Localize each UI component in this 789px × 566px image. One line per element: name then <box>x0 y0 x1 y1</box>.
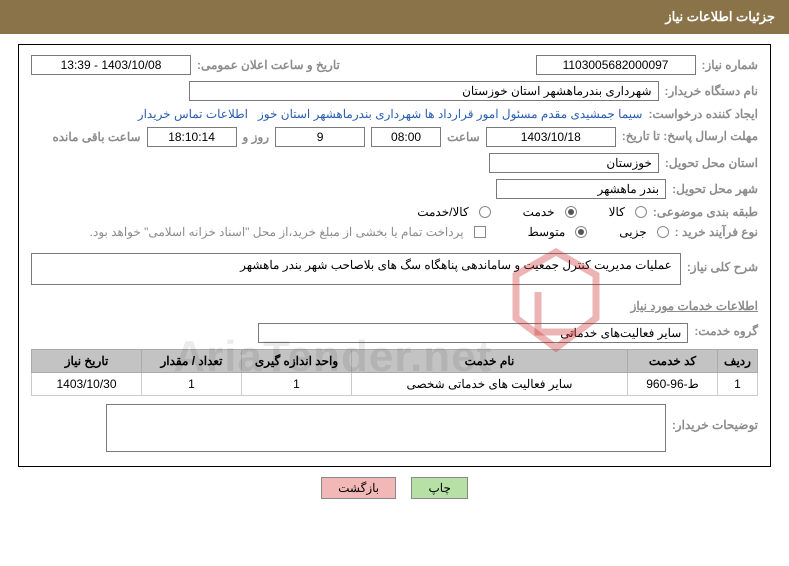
cell-n: 1 <box>718 373 758 396</box>
days-label: روز و <box>243 130 270 144</box>
section-services: اطلاعات خدمات مورد نیاز <box>31 299 758 317</box>
buyer-contact-link[interactable]: اطلاعات تماس خریدار <box>138 107 248 121</box>
radio-minor-label: جزیی <box>619 225 646 239</box>
desc-label: شرح کلی نیاز: <box>687 260 758 274</box>
group-value: سایر فعالیت‌های خدماتی <box>258 323 688 343</box>
radio-medium[interactable] <box>575 226 587 238</box>
radio-service[interactable] <box>565 206 577 218</box>
row-deadline: مهلت ارسال پاسخ: تا تاریخ: 1403/10/18 سا… <box>31 127 758 147</box>
button-bar: چاپ بازگشت <box>0 477 789 499</box>
radio-goods[interactable] <box>635 206 647 218</box>
need-no-value: 1103005682000097 <box>536 55 696 75</box>
buyer-org-label: نام دستگاه خریدار: <box>665 84 759 98</box>
deadline-time: 08:00 <box>371 127 441 147</box>
cell-name: سایر فعالیت های خدماتی شخصی <box>352 373 628 396</box>
back-button[interactable]: بازگشت <box>321 477 396 499</box>
row-requester: ایجاد کننده درخواست: سیما جمشیدی مقدم مس… <box>31 107 758 121</box>
table-header-row: ردیف کد خدمت نام خدمت واحد اندازه گیری ت… <box>32 350 758 373</box>
th-date: تاریخ نیاز <box>32 350 142 373</box>
buyer-org-value: شهرداری بندرماهشهر استان خوزستان <box>189 81 659 101</box>
announce-value: 1403/10/08 - 13:39 <box>31 55 191 75</box>
print-button[interactable]: چاپ <box>411 477 467 499</box>
radio-service-label: خدمت <box>523 205 555 219</box>
requester-value: سیما جمشیدی مقدم مسئول امور قرارداد ها ش… <box>258 107 642 121</box>
services-table: ردیف کد خدمت نام خدمت واحد اندازه گیری ت… <box>31 349 758 396</box>
hms-remaining: 18:10:14 <box>147 127 237 147</box>
cell-unit: 1 <box>242 373 352 396</box>
city-value: بندر ماهشهر <box>496 179 666 199</box>
city-label: شهر محل تحویل: <box>672 182 758 196</box>
deadline-label: مهلت ارسال پاسخ: تا تاریخ: <box>622 129 758 145</box>
days-remaining: 9 <box>275 127 365 147</box>
page-header: جزئیات اطلاعات نیاز <box>0 0 789 34</box>
radio-both-label: کالا/خدمت <box>417 205 468 219</box>
group-label: گروه خدمت: <box>694 324 758 338</box>
time-label: ساعت <box>447 130 480 144</box>
th-name: نام خدمت <box>352 350 628 373</box>
need-no-label: شماره نیاز: <box>702 58 758 72</box>
services-title: اطلاعات خدمات مورد نیاز <box>631 299 758 313</box>
table-row: 1 ط-96-960 سایر فعالیت های خدماتی شخصی 1… <box>32 373 758 396</box>
remain-label: ساعت باقی مانده <box>52 130 140 144</box>
radio-both[interactable] <box>479 206 491 218</box>
process-label: نوع فرآیند خرید : <box>675 225 758 239</box>
checkbox-islamic[interactable] <box>474 226 486 238</box>
page-title: جزئیات اطلاعات نیاز <box>665 9 775 24</box>
row-process: نوع فرآیند خرید : جزیی متوسط پرداخت تمام… <box>31 225 758 239</box>
th-qty: تعداد / مقدار <box>142 350 242 373</box>
radio-goods-label: کالا <box>609 205 625 219</box>
requester-label: ایجاد کننده درخواست: <box>648 107 758 121</box>
category-label: طبقه بندی موضوعی: <box>653 205 758 219</box>
announce-label: تاریخ و ساعت اعلان عمومی: <box>197 58 340 72</box>
province-label: استان محل تحویل: <box>665 156 758 170</box>
th-row: ردیف <box>718 350 758 373</box>
deadline-date: 1403/10/18 <box>486 127 616 147</box>
notes-label: توضیحات خریدار: <box>672 418 758 432</box>
cell-code: ط-96-960 <box>628 373 718 396</box>
radio-minor[interactable] <box>657 226 669 238</box>
desc-value: عملیات مدیریت کنترل جمعیت و ساماندهی پنا… <box>31 253 681 285</box>
islamic-note: پرداخت تمام یا بخشی از مبلغ خرید،از محل … <box>90 225 464 239</box>
notes-box <box>106 404 666 452</box>
section-description: شرح کلی نیاز: عملیات مدیریت کنترل جمعیت … <box>31 253 758 285</box>
cell-qty: 1 <box>142 373 242 396</box>
row-buyer-org: نام دستگاه خریدار: شهرداری بندرماهشهر اس… <box>31 81 758 101</box>
radio-medium-label: متوسط <box>528 225 566 239</box>
th-unit: واحد اندازه گیری <box>242 350 352 373</box>
row-group: گروه خدمت: سایر فعالیت‌های خدماتی <box>31 323 758 343</box>
province-value: خوزستان <box>489 153 659 173</box>
row-need-number: شماره نیاز: 1103005682000097 تاریخ و ساع… <box>31 55 758 75</box>
th-code: کد خدمت <box>628 350 718 373</box>
main-container: شماره نیاز: 1103005682000097 تاریخ و ساع… <box>18 44 771 467</box>
row-category: طبقه بندی موضوعی: کالا خدمت کالا/خدمت <box>31 205 758 219</box>
row-city: شهر محل تحویل: بندر ماهشهر <box>31 179 758 199</box>
cell-date: 1403/10/30 <box>32 373 142 396</box>
row-notes: توضیحات خریدار: <box>31 404 758 452</box>
row-province: استان محل تحویل: خوزستان <box>31 153 758 173</box>
